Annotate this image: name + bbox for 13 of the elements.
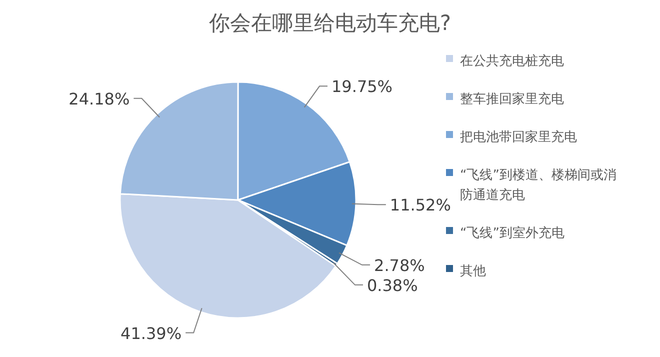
legend-label: 整车推回家里充电 (460, 91, 564, 107)
legend-label: “飞线”到室外充电 (460, 225, 564, 241)
legend-label: 其他 (460, 264, 486, 279)
data-label: 41.39% (120, 324, 182, 343)
data-label: 11.52% (390, 196, 451, 215)
data-label: 19.75% (332, 77, 393, 96)
legend-label: 在公共充电桩充电 (460, 54, 564, 69)
data-label: 0.38% (366, 276, 418, 295)
legend-label: 把电池带回家里充电 (460, 129, 577, 145)
legend-label: “飞线”到楼道、楼梯间或消防通道充电 (460, 168, 616, 203)
chart-title: 你会在哪里给电动车充电? (208, 11, 452, 35)
data-label: 24.18% (68, 89, 130, 108)
data-label: 2.78% (374, 256, 425, 275)
